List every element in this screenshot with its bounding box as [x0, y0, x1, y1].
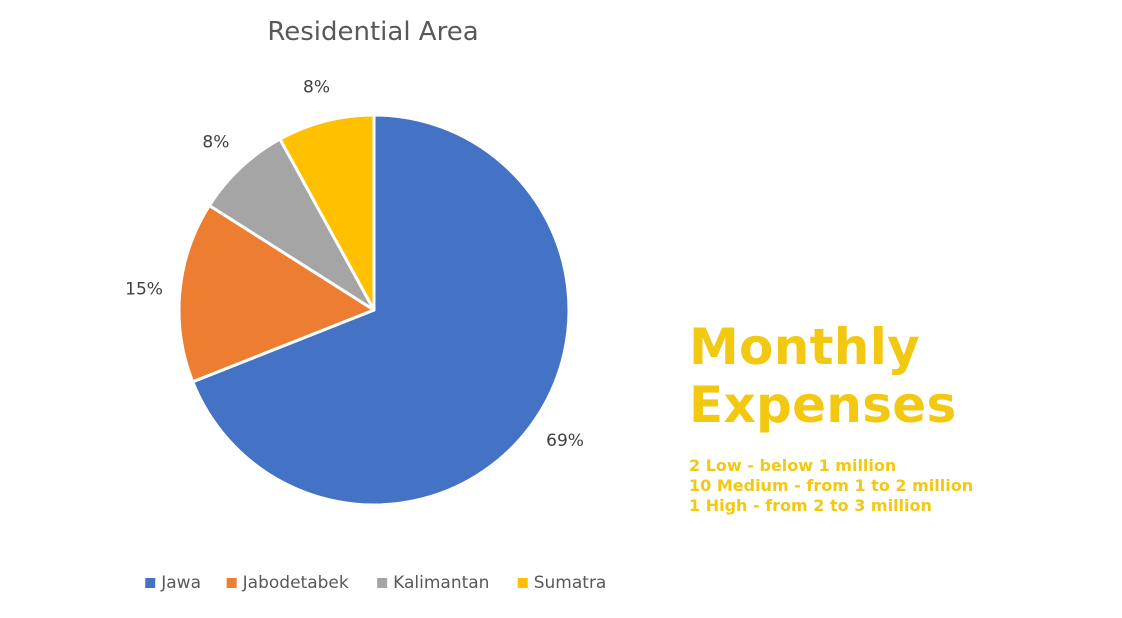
pie-slice-sumatra — [278, 113, 376, 312]
pie-data-labels: 69% 15% 8% 8% — [125, 77, 584, 451]
pie-slices — [177, 113, 571, 507]
chart-legend: Jawa Jabodetabek Kalimantan Sumatra — [145, 573, 606, 593]
legend-swatch-kalimantan — [377, 578, 388, 588]
legend-label-jawa: Jawa — [160, 573, 201, 593]
chart-title: Residential Area — [267, 17, 478, 47]
data-label-sumatra: 8% — [303, 77, 330, 97]
pie-slice-jawa — [191, 113, 571, 507]
residential-area-pie-chart: Residential Area 69% 15% 8% 8% Jawa Jabodeta… — [125, 17, 606, 593]
legend-label-jabodetabek: Jabodetabek — [242, 573, 349, 593]
data-label-jabodetabek: 15% — [125, 279, 163, 299]
heading-line-1: Monthly — [689, 318, 921, 376]
pie-slice-jabodetabek — [177, 204, 376, 384]
expense-breakdown-list: 2 Low - below 1 million 10 Medium - from… — [689, 456, 1109, 516]
legend-label-kalimantan: Kalimantan — [393, 573, 489, 593]
expense-line-low: 2 Low - below 1 million — [689, 456, 897, 475]
legend-swatch-jabodetabek — [226, 578, 237, 588]
legend-swatch-jawa — [145, 578, 156, 588]
data-label-jawa: 69% — [546, 431, 584, 451]
monthly-expenses-panel: Monthly Expenses 2 Low - below 1 million… — [689, 318, 1109, 516]
data-label-kalimantan: 8% — [202, 133, 229, 153]
expense-line-medium: 10 Medium - from 1 to 2 million — [689, 476, 974, 495]
legend-swatch-sumatra — [517, 578, 528, 588]
legend-label-sumatra: Sumatra — [534, 573, 607, 593]
pie-slice-kalimantan — [207, 137, 376, 312]
expense-line-high: 1 High - from 2 to 3 million — [689, 496, 932, 515]
monthly-expenses-heading: Monthly Expenses — [689, 318, 1109, 434]
heading-line-2: Expenses — [689, 376, 957, 434]
